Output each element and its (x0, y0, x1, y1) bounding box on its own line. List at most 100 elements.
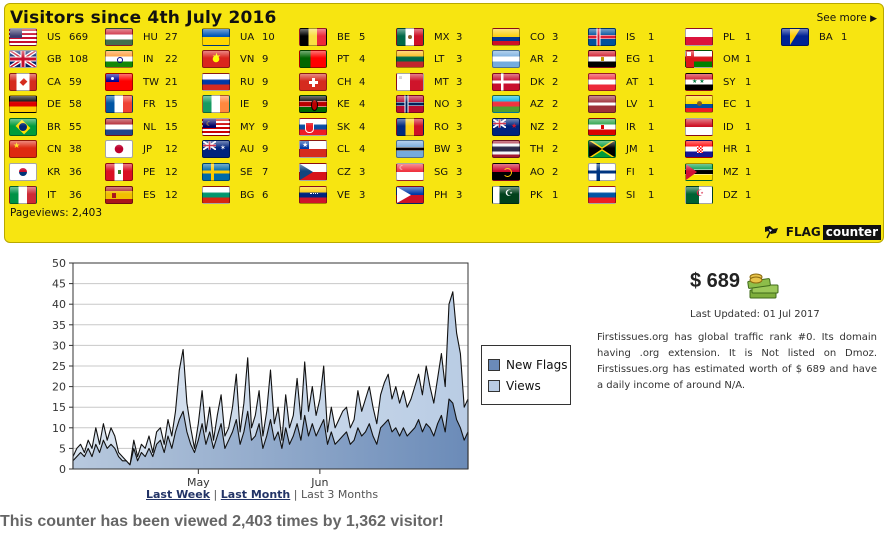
flag-entry-be[interactable]: BE 5 (299, 27, 365, 47)
flag-entry-ru[interactable]: RU 9 (202, 72, 268, 92)
see-more-link[interactable]: See more ▶ (817, 12, 877, 24)
flag-entry-de[interactable]: DE 58 (9, 94, 82, 114)
flag-entry-hr[interactable]: HR 1 (685, 139, 751, 159)
flag-entry-pe[interactable]: PE 12 (105, 162, 178, 182)
flag-entry-az[interactable]: AZ 2 (492, 94, 558, 114)
flag-entry-dk[interactable]: DK 2 (492, 72, 558, 92)
visitor-count: 2 (552, 98, 559, 110)
flag-entry-id[interactable]: ID 1 (685, 117, 751, 137)
flag-entry-in[interactable]: IN 22 (105, 49, 178, 69)
flag-entry-ec[interactable]: EC 1 (685, 94, 751, 114)
country-code: ES (143, 189, 156, 201)
y-tick-label: 50 (52, 258, 66, 270)
flag-entry-fr[interactable]: FR 15 (105, 94, 178, 114)
legend-swatch-views (488, 380, 500, 392)
flag-entry-om[interactable]: OM 1 (685, 49, 751, 69)
flag-entry-gb[interactable]: GB 108 (9, 49, 88, 69)
flag-se-icon (202, 163, 230, 181)
flag-entry-se[interactable]: SE 7 (202, 162, 268, 182)
flag-entry-jp[interactable]: JP 12 (105, 139, 178, 159)
flag-entry-mx[interactable]: MX 3 (396, 27, 462, 47)
flag-entry-pt[interactable]: PT 4 (299, 49, 365, 69)
country-code: PK (530, 189, 543, 201)
country-code: HR (723, 143, 738, 155)
visitor-count: 1 (745, 121, 752, 133)
flag-entry-sk[interactable]: SK 4 (299, 117, 365, 137)
flag-entry-cl[interactable]: ★ CL 4 (299, 139, 365, 159)
flag-entry-nz[interactable]: ★ NZ 2 (492, 117, 558, 137)
flag-entry-cn[interactable]: ★ CN 38 (9, 139, 82, 159)
flag-entry-th[interactable]: TH 2 (492, 139, 558, 159)
y-tick-label: 30 (52, 339, 66, 352)
visitor-count: 55 (69, 121, 82, 133)
visitor-count: 4 (359, 76, 366, 88)
visitor-count: 1 (648, 76, 655, 88)
flag-entry-hu[interactable]: HU 27 (105, 27, 178, 47)
flag-entry-ro[interactable]: RO 3 (396, 117, 462, 137)
x-tick-label: May (187, 476, 210, 488)
flag-entry-my[interactable]: ☾ MY 9 (202, 117, 268, 137)
flag-entry-au[interactable]: ✶ AU 9 (202, 139, 268, 159)
country-code: CO (530, 31, 545, 43)
country-code: HU (143, 31, 158, 43)
visitor-count: 4 (359, 98, 366, 110)
visitor-count: 5 (359, 31, 366, 43)
flag-entry-jm[interactable]: JM 1 (588, 139, 654, 159)
visitor-count: 1 (648, 166, 655, 178)
chart-series (72, 291, 469, 470)
y-tick-label: 15 (52, 401, 66, 414)
flag-kr-icon (9, 163, 37, 181)
flag-entry-nl[interactable]: NL 15 (105, 117, 178, 137)
flag-entry-eg[interactable]: EG 1 (588, 49, 654, 69)
flag-entry-sy[interactable]: ★ ★ SY 1 (685, 72, 751, 92)
flag-entry-si[interactable]: SI 1 (588, 185, 654, 205)
flag-entry-bw[interactable]: BW 3 (396, 139, 462, 159)
flag-entry-ua[interactable]: UA 10 (202, 27, 275, 47)
flag-entry-ao[interactable]: AO 2 (492, 162, 558, 182)
flag-entry-ve[interactable]: VE 3 (299, 185, 365, 205)
flag-entry-sg[interactable]: ☾ SG 3 (396, 162, 462, 182)
last-month-link[interactable]: Last Month (220, 488, 291, 501)
flag-entry-at[interactable]: AT 1 (588, 72, 654, 92)
flag-counter-logo[interactable]: FLAG counter (764, 224, 881, 240)
country-code: IR (626, 121, 636, 133)
last-week-link[interactable]: Last Week (146, 488, 211, 501)
flag-entry-mz[interactable]: MZ 1 (685, 162, 751, 182)
flag-entry-lv[interactable]: LV 1 (588, 94, 654, 114)
flag-entry-co[interactable]: CO 3 (492, 27, 558, 47)
country-code: PE (143, 166, 156, 178)
flag-entry-mt[interactable]: MT 3 (396, 72, 462, 92)
flag-counter-panel[interactable]: Visitors since 4th July 2016 See more ▶ … (4, 3, 884, 243)
flag-entry-vn[interactable]: ★ VN 9 (202, 49, 268, 69)
flag-entry-cz[interactable]: CZ 3 (299, 162, 365, 182)
flag-entry-kr[interactable]: KR 36 (9, 162, 82, 182)
visitor-count: 59 (69, 76, 82, 88)
flag-entry-es[interactable]: ES 12 (105, 185, 178, 205)
site-description: Firstissues.org has global traffic rank … (597, 332, 877, 391)
flag-entry-ar[interactable]: AR 2 (492, 49, 558, 69)
visitor-count: 9 (262, 76, 269, 88)
flag-lt-icon (396, 50, 424, 68)
flag-entry-is[interactable]: IS 1 (588, 27, 654, 47)
flag-entry-ca[interactable]: CA 59 (9, 72, 82, 92)
flag-entry-tw[interactable]: TW 21 (105, 72, 178, 92)
flag-entry-pk[interactable]: ☪ PK 1 (492, 185, 558, 205)
visitor-count: 108 (69, 53, 89, 65)
flag-entry-br[interactable]: BR 55 (9, 117, 82, 137)
flag-entry-ir[interactable]: IR 1 (588, 117, 654, 137)
visitor-count: 1 (745, 166, 752, 178)
flag-entry-ph[interactable]: PH 3 (396, 185, 462, 205)
flag-entry-dz[interactable]: ☪ DZ 1 (685, 185, 751, 205)
flag-entry-us[interactable]: US 669 (9, 27, 88, 47)
flag-entry-ba[interactable]: BA 1 (781, 27, 847, 47)
flag-entry-ie[interactable]: IE 9 (202, 94, 268, 114)
flag-entry-no[interactable]: NO 3 (396, 94, 462, 114)
country-code: PH (434, 189, 448, 201)
flag-entry-pl[interactable]: PL 1 (685, 27, 751, 47)
flag-entry-ch[interactable]: CH 4 (299, 72, 365, 92)
flag-entry-ke[interactable]: KE 4 (299, 94, 365, 114)
flag-entry-fi[interactable]: FI 1 (588, 162, 654, 182)
flag-entry-it[interactable]: IT 36 (9, 185, 82, 205)
flag-entry-bg[interactable]: BG 6 (202, 185, 268, 205)
flag-entry-lt[interactable]: LT 3 (396, 49, 462, 69)
